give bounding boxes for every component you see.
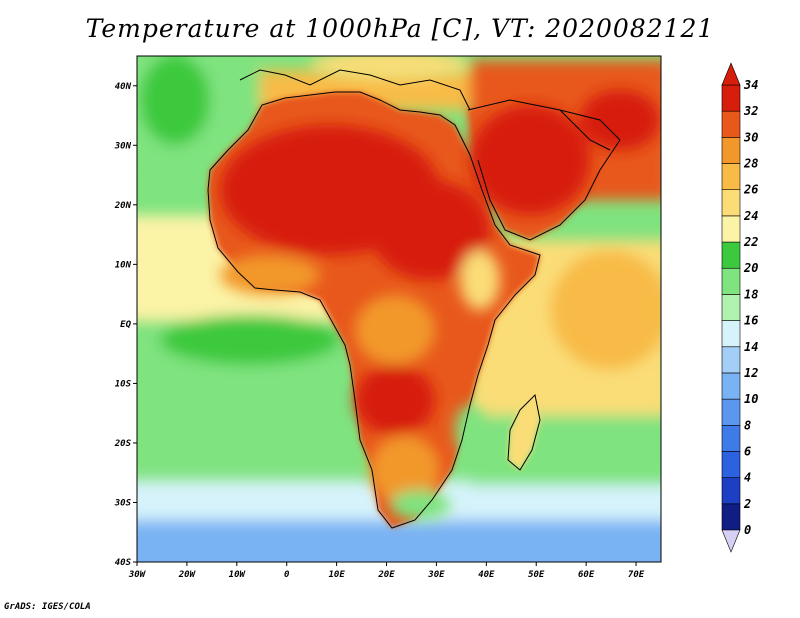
colorbar-label: 10 [744,392,758,406]
colorbar-label: 34 [743,78,758,92]
colorbar-bin [721,320,741,348]
colorbar-label: 28 [743,157,758,171]
colorbar-label: 24 [743,209,758,223]
footer-credit: GrADS: IGES/COLA [4,602,91,612]
south-africa-mild [370,435,440,505]
x-tick-label: 30W [128,570,147,580]
colorbar-bin [721,110,741,138]
europe-coastline [239,69,471,111]
colorbar-bin [721,189,741,217]
africa-coastline [207,91,541,529]
colorbar-bin [721,372,741,400]
y-tick-label: EQ [120,320,131,330]
colorbar-label: 20 [743,261,758,275]
plot-frame [136,55,662,563]
colorbar-bin [721,137,741,164]
y-tick-label: 30N [114,141,132,151]
x-tick-label: 60E [578,570,595,580]
colorbar-bin [721,267,741,295]
madagascar-coastline [507,393,541,471]
y-tick-label: 10N [115,260,132,270]
iran-hot [580,90,660,150]
colorbar-label: 12 [744,366,758,380]
colorbar-bin [721,451,741,478]
arabia-hot [470,105,590,215]
x-tick-label: 20W [178,570,197,580]
colorbar-low-cap [721,529,741,553]
colorbar-bin [721,346,741,374]
y-tick-label: 40N [115,82,132,92]
x-tick-label: 20E [377,570,395,580]
x-tick-label: 0 [284,570,290,580]
x-tick-label: 30E [427,570,445,580]
x-tick-label: 40E [478,570,495,580]
ethiopia-mild [460,250,500,310]
angola-hot [355,365,435,435]
colorbar-label: 0 [744,523,751,537]
chart-title: Temperature at 1000hPa [C], VT: 20200821… [85,14,715,43]
colorbar-bin [721,84,741,112]
y-axis-ticks: 40S 30S 20S 10S EQ 10N 20N 30N 40N [114,82,137,568]
east-coast-green [455,405,485,455]
ocean-band-dark-green [160,315,340,365]
colorbar-label: 26 [743,183,758,197]
temperature-field [137,56,661,562]
colorbar-label: 6 [744,444,751,458]
congo-mild [355,295,435,365]
colorbar-label: 8 [744,418,751,432]
madagascar-land [508,395,540,470]
colorbar-label: 14 [744,340,758,354]
colorbar-bin [721,241,741,269]
colorbar-bin [721,424,741,452]
colorbar-label: 32 [743,104,758,118]
y-tick-label: 20N [114,201,132,211]
x-tick-label: 10E [328,570,345,580]
sahel-hot [370,180,490,280]
arabia-coastline [467,99,621,241]
colorbar-bin [721,215,741,243]
indian-ocean-tan [550,250,661,370]
persian-gulf-coastline [559,109,611,151]
colorbar-label: 4 [744,471,751,485]
colorbar-bin [721,503,741,531]
europe-mild [310,56,470,80]
colorbar-bin [721,294,741,321]
colorbar-label: 30 [743,130,758,144]
colorbar-bin [721,163,741,191]
north-atlantic-dark [140,56,210,145]
y-tick-label: 30S [114,498,132,508]
y-tick-label: 20S [114,439,132,449]
x-axis-ticks: 30W 20W 10W 0 10E 20E 30E 40E 50E 60E 70E [128,562,645,580]
indian-ocean-green [470,415,661,485]
colorbar-bin [721,477,741,505]
x-tick-label: 70E [628,570,645,580]
y-tick-label: 10S [115,379,132,389]
y-tick-label: 40S [115,558,132,568]
x-tick-label: 10W [229,570,247,580]
x-tick-label: 50E [528,570,545,580]
south-africa-green [390,490,450,520]
colorbar-label: 18 [744,287,758,301]
west-africa-mild [220,255,320,295]
colorbar-high-cap [721,62,741,86]
colorbar-bin [721,398,741,426]
colorbar-label: 16 [744,314,758,328]
ocean-band-cold [137,520,661,562]
colorbar-label: 2 [743,497,751,511]
colorbar-label: 22 [743,235,758,249]
